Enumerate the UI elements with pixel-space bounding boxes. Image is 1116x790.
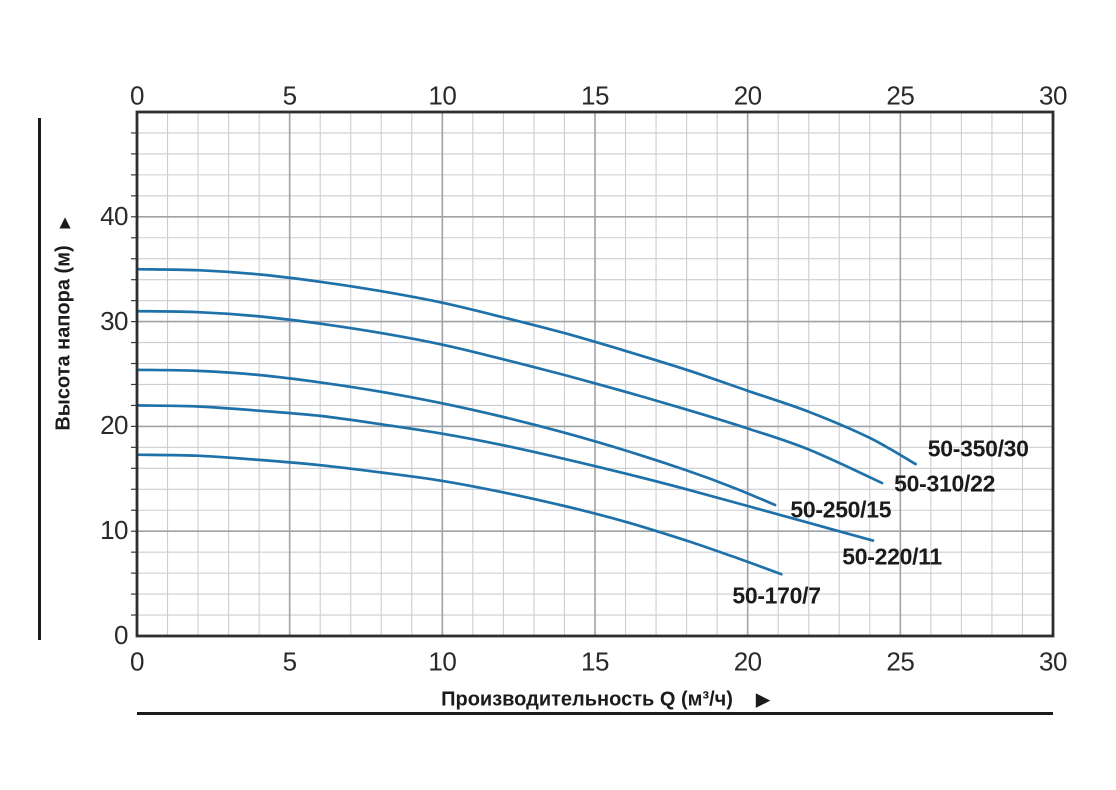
grid-lines	[137, 112, 1053, 636]
series-label-50-310/22: 50-310/22	[894, 470, 996, 497]
x-axis-tick-label-top: 5	[282, 80, 297, 111]
x-axis-decor-line	[137, 712, 1053, 715]
plot-border	[135, 110, 1055, 638]
x-axis-right-arrow-icon: ▶	[755, 689, 771, 711]
curve-50-250/15	[135, 368, 777, 507]
x-axis-title: Производительность Q (м³/ч)	[441, 688, 733, 711]
x-axis-tick-label-bottom: 5	[282, 646, 297, 677]
y-axis-tick-label: 40	[100, 200, 128, 231]
series-label-50-350/30: 50-350/30	[927, 435, 1029, 462]
x-axis-tick-label-bottom: 15	[581, 646, 609, 677]
pump-curves	[135, 267, 917, 576]
series-label-50-170/7: 50-170/7	[732, 582, 821, 609]
series-label-50-250/15: 50-250/15	[790, 496, 892, 523]
curve-50-350/30	[135, 267, 917, 466]
y-axis-decor-line	[38, 118, 41, 640]
x-axis-tick-label-top: 15	[581, 80, 609, 111]
x-axis-tick-label-top: 0	[130, 80, 144, 111]
y-axis-tick-label: 30	[100, 305, 128, 336]
x-axis-tick-label-bottom: 10	[428, 646, 457, 677]
y-axis-title: Высота напора (м)	[52, 245, 75, 431]
x-axis-tick-label-bottom: 0	[130, 646, 144, 677]
y-axis-tick-label: 10	[100, 515, 128, 546]
curve-50-220/11	[135, 404, 875, 542]
x-axis-tick-label-bottom: 30	[1039, 646, 1067, 677]
x-axis-tick-label-top: 20	[733, 80, 762, 111]
x-axis-tick-label-top: 30	[1039, 80, 1067, 111]
x-axis-tick-label-bottom: 20	[733, 646, 762, 677]
curve-50-310/22	[135, 309, 884, 485]
y-axis-tick-label: 0	[114, 619, 128, 650]
y-axis-up-arrow-icon: ▲	[55, 212, 75, 234]
y-axis-tick-label: 20	[100, 410, 128, 441]
x-axis-tick-label-bottom: 25	[886, 646, 915, 677]
x-axis-tick-label-top: 10	[428, 80, 457, 111]
series-label-50-220/11: 50-220/11	[842, 543, 942, 570]
curve-50-170/7	[135, 453, 783, 576]
x-axis-tick-label-top: 25	[886, 80, 915, 111]
